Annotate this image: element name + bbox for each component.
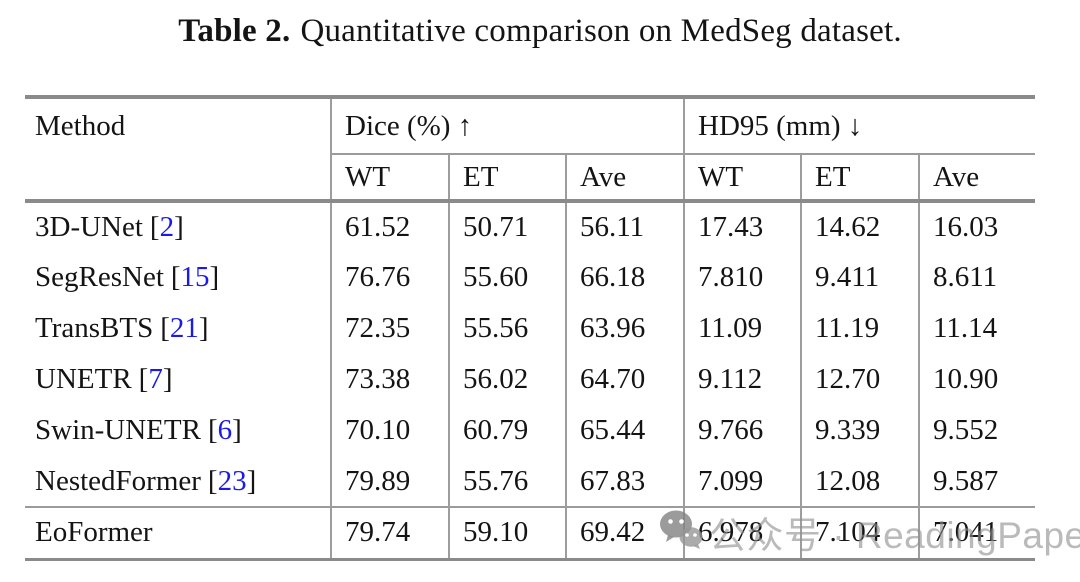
column-group-hd95: HD95 (mm) ↓ xyxy=(683,95,1035,154)
value-cell: 56.02 xyxy=(448,354,566,405)
value-cell: 55.56 xyxy=(448,303,566,354)
table-caption-text: Quantitative comparison on MedSeg datase… xyxy=(300,13,902,49)
value-cell: 55.76 xyxy=(448,456,566,507)
column-group-dice: Dice (%) ↑ xyxy=(330,95,684,154)
method-name: NestedFormer xyxy=(35,464,201,497)
table-caption: Table 2. Quantitative comparison on MedSe… xyxy=(0,13,1080,50)
value-cell: 7.041 xyxy=(918,506,1035,561)
method-cell: SegResNet [15] xyxy=(25,252,331,303)
value-cell: 61.52 xyxy=(330,201,449,252)
citation: [21] xyxy=(160,312,209,344)
column-header-method: Method xyxy=(25,95,331,203)
table-caption-label: Table 2. xyxy=(178,13,291,49)
value-cell: 11.14 xyxy=(918,303,1035,354)
value-cell: 6.978 xyxy=(683,506,801,561)
value-cell: 9.552 xyxy=(918,405,1035,456)
column-header-dice-ave: Ave xyxy=(565,153,684,203)
method-cell: NestedFormer [23] xyxy=(25,456,331,507)
citation-link[interactable]: 15 xyxy=(180,261,210,293)
value-cell: 12.70 xyxy=(800,354,919,405)
results-table: Method Dice (%) ↑ HD95 (mm) ↓ WT ET Ave … xyxy=(25,95,1035,561)
value-cell: 60.79 xyxy=(448,405,566,456)
value-cell: 10.90 xyxy=(918,354,1035,405)
value-cell: 7.104 xyxy=(800,506,919,561)
value-cell: 9.766 xyxy=(683,405,801,456)
citation: [2] xyxy=(149,211,184,243)
citation-link[interactable]: 23 xyxy=(217,464,247,497)
value-cell: 55.60 xyxy=(448,252,566,303)
header-row-subcolumns: WT ET Ave WT ET Ave xyxy=(25,153,1035,203)
column-header-hd95-ave: Ave xyxy=(918,153,1035,203)
value-cell: 79.89 xyxy=(330,456,449,507)
method-name: TransBTS xyxy=(35,312,154,344)
citation-link[interactable]: 2 xyxy=(159,211,175,243)
header-row-groups: Method Dice (%) ↑ HD95 (mm) ↓ xyxy=(25,95,1035,203)
column-header-hd95-et: ET xyxy=(800,153,919,203)
value-cell: 50.71 xyxy=(448,201,566,252)
method-cell: UNETR [7] xyxy=(25,354,331,405)
value-cell: 9.339 xyxy=(800,405,919,456)
method-name: Swin-UNETR xyxy=(35,414,201,446)
value-cell: 73.38 xyxy=(330,354,449,405)
value-cell: 70.10 xyxy=(330,405,449,456)
value-cell: 79.74 xyxy=(330,506,449,561)
table-row: Swin-UNETR [6] 70.10 60.79 65.44 9.766 9.… xyxy=(25,405,1035,456)
method-name: EoFormer xyxy=(35,516,153,549)
table-row-eoformer: EoFormer 79.74 59.10 69.42 6.978 7.104 7… xyxy=(25,506,1035,561)
citation-link[interactable]: 7 xyxy=(148,363,163,395)
value-cell: 9.587 xyxy=(918,456,1035,507)
citation: [23] xyxy=(207,464,257,497)
citation-link[interactable]: 6 xyxy=(217,414,233,446)
value-cell: 76.76 xyxy=(330,252,449,303)
value-cell: 65.44 xyxy=(565,405,684,456)
table-row: SegResNet [15] 76.76 55.60 66.18 7.810 9.… xyxy=(25,252,1035,303)
value-cell: 8.611 xyxy=(918,252,1035,303)
value-cell: 12.08 xyxy=(800,456,919,507)
column-header-dice-et: ET xyxy=(448,153,566,203)
method-name: 3D-UNet xyxy=(35,211,143,243)
value-cell: 59.10 xyxy=(448,506,566,561)
value-cell: 17.43 xyxy=(683,201,801,252)
citation: [15] xyxy=(170,261,220,293)
method-name: SegResNet xyxy=(35,261,164,293)
value-cell: 72.35 xyxy=(330,303,449,354)
value-cell: 63.96 xyxy=(565,303,684,354)
citation: [6] xyxy=(207,414,242,446)
method-cell: TransBTS [21] xyxy=(25,303,331,354)
table-row: UNETR [7] 73.38 56.02 64.70 9.112 12.70 1… xyxy=(25,354,1035,405)
column-header-hd95-wt: WT xyxy=(683,153,801,203)
table-row: 3D-UNet [2] 61.52 50.71 56.11 17.43 14.62… xyxy=(25,201,1035,252)
value-cell: 9.411 xyxy=(800,252,919,303)
value-cell: 14.62 xyxy=(800,201,919,252)
citation-link[interactable]: 21 xyxy=(169,312,199,344)
value-cell: 9.112 xyxy=(683,354,801,405)
value-cell: 7.810 xyxy=(683,252,801,303)
method-cell: 3D-UNet [2] xyxy=(25,201,331,252)
value-cell: 11.09 xyxy=(683,303,801,354)
value-cell: 69.42 xyxy=(565,506,684,561)
value-cell: 16.03 xyxy=(918,201,1035,252)
column-header-dice-wt: WT xyxy=(330,153,449,203)
value-cell: 11.19 xyxy=(800,303,919,354)
method-cell: Swin-UNETR [6] xyxy=(25,405,331,456)
value-cell: 67.83 xyxy=(565,456,684,507)
value-cell: 64.70 xyxy=(565,354,684,405)
method-name: UNETR xyxy=(35,363,132,395)
value-cell: 66.18 xyxy=(565,252,684,303)
method-cell: EoFormer xyxy=(25,506,331,561)
value-cell: 7.099 xyxy=(683,456,801,507)
table-row: NestedFormer [23] 79.89 55.76 67.83 7.099… xyxy=(25,456,1035,507)
value-cell: 56.11 xyxy=(565,201,684,252)
table-row: TransBTS [21] 72.35 55.56 63.96 11.09 11.… xyxy=(25,303,1035,354)
citation: [7] xyxy=(138,363,173,395)
